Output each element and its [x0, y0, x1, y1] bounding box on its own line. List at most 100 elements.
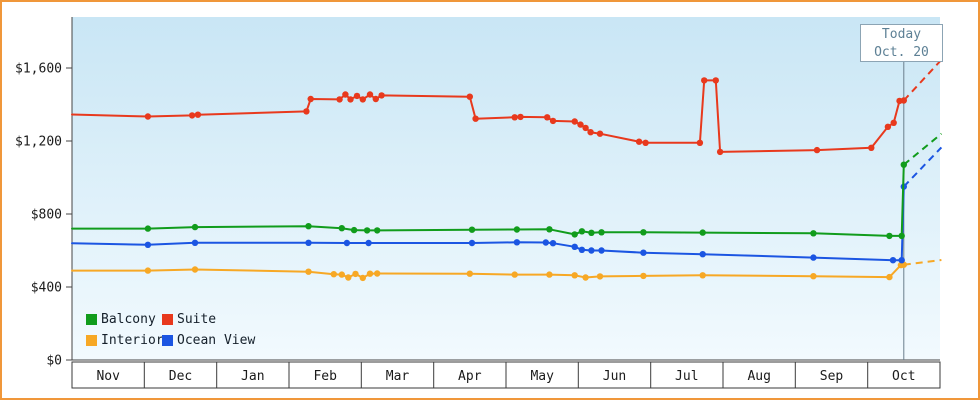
series-point-balcony: [374, 227, 381, 234]
series-point-suite: [366, 91, 374, 98]
series-point-ocean-view: [588, 247, 595, 254]
series-point-ocean-view: [810, 254, 817, 261]
series-point-ocean-view: [578, 246, 586, 253]
series-point-interior: [511, 271, 518, 278]
series-projection-balcony: [903, 132, 943, 166]
series-point-interior: [330, 271, 337, 278]
series-point-suite: [884, 123, 892, 130]
series-point-suite: [635, 138, 643, 145]
y-axis-label: $1,600: [15, 62, 62, 77]
series-point-ocean-view: [549, 240, 557, 247]
month-label-jun: Jun: [603, 369, 626, 384]
legend-item-interior: Interior: [86, 333, 164, 348]
series-point-interior: [810, 273, 817, 280]
month-label-dec: Dec: [169, 369, 192, 384]
series-point-balcony: [598, 229, 605, 236]
series-point-suite: [571, 118, 578, 125]
series-point-balcony: [898, 232, 905, 240]
legend: Balcony Suite Interior Ocean View: [86, 312, 255, 348]
series-point-suite: [194, 111, 202, 118]
series-point-interior: [191, 266, 199, 273]
series-point-suite: [511, 114, 518, 121]
series-point-suite: [642, 139, 649, 146]
series-point-suite: [353, 92, 361, 100]
month-label-mar: Mar: [386, 369, 410, 384]
series-point-ocean-view: [598, 247, 605, 254]
series-point-interior: [366, 270, 374, 277]
series-point-ocean-view: [365, 239, 372, 247]
series-point-suite: [900, 97, 907, 104]
series-point-interior: [699, 272, 706, 279]
series-point-balcony: [513, 226, 521, 233]
series-point-interior: [886, 273, 893, 281]
series-point-interior: [352, 270, 359, 278]
series-point-ocean-view: [144, 241, 152, 248]
series-point-suite: [342, 91, 349, 98]
series-point-ocean-view: [191, 239, 199, 246]
series-point-ocean-view: [571, 243, 578, 250]
series-point-suite: [890, 119, 897, 127]
series-point-suite: [378, 92, 385, 99]
legend-label: Balcony: [101, 312, 156, 327]
series-point-balcony: [640, 229, 647, 236]
series-point-suite: [517, 113, 524, 121]
legend-item-balcony: Balcony: [86, 312, 162, 327]
series-point-suite: [549, 117, 557, 125]
series-point-suite: [582, 124, 589, 132]
series-point-suite: [701, 77, 708, 84]
legend-swatch-icon: [162, 335, 173, 346]
series-point-suite: [303, 108, 310, 115]
month-label-may: May: [530, 369, 554, 384]
series-point-ocean-view: [542, 239, 549, 246]
series-point-balcony: [699, 229, 706, 236]
series-point-balcony: [350, 226, 358, 234]
series-point-suite: [359, 96, 366, 103]
month-label-oct: Oct: [892, 369, 915, 384]
series-point-ocean-view: [640, 249, 647, 256]
month-label-nov: Nov: [96, 369, 120, 384]
series-point-balcony: [546, 226, 553, 233]
legend-swatch-icon: [162, 314, 173, 325]
series-point-suite: [188, 112, 196, 119]
y-axis-label: $400: [31, 281, 62, 296]
series-point-interior: [338, 271, 345, 278]
series-point-suite: [372, 95, 379, 103]
series-point-interior: [359, 274, 366, 282]
series-point-interior: [466, 270, 473, 277]
series-point-suite: [696, 139, 704, 146]
legend-swatch-icon: [86, 335, 97, 346]
series-projection-interior: [903, 259, 942, 266]
series-point-ocean-view: [305, 239, 312, 246]
series-point-balcony: [810, 230, 817, 237]
legend-item-suite: Suite: [162, 312, 255, 327]
series-line-ocean-view: [71, 185, 905, 262]
series-point-balcony: [363, 227, 371, 234]
series-point-balcony: [578, 228, 586, 235]
series-point-interior: [144, 267, 152, 274]
legend-label: Suite: [177, 312, 217, 327]
series-point-interior: [305, 268, 312, 275]
month-label-jan: Jan: [241, 369, 264, 384]
series-projection-ocean-view: [903, 146, 943, 188]
series-point-balcony: [338, 225, 345, 232]
series-point-ocean-view: [889, 257, 897, 264]
series-point-suite: [466, 93, 473, 100]
series-point-interior: [571, 272, 578, 279]
series-point-suite: [868, 144, 875, 151]
series-point-suite: [716, 148, 724, 156]
series-point-balcony: [571, 231, 578, 238]
series-point-interior: [596, 273, 604, 280]
series-point-suite: [472, 115, 479, 122]
series-point-balcony: [588, 229, 595, 236]
month-label-jul: Jul: [675, 369, 698, 384]
series-projection-suite: [903, 59, 943, 102]
today-marker-box: Today Oct. 20: [860, 24, 943, 62]
series-point-suite: [544, 114, 551, 121]
today-date: Oct. 20: [874, 45, 929, 60]
series-point-suite: [577, 121, 584, 128]
series-point-balcony: [191, 223, 199, 231]
plot-area: [72, 17, 940, 360]
series-point-suite: [712, 77, 719, 84]
series-point-interior: [546, 271, 553, 278]
